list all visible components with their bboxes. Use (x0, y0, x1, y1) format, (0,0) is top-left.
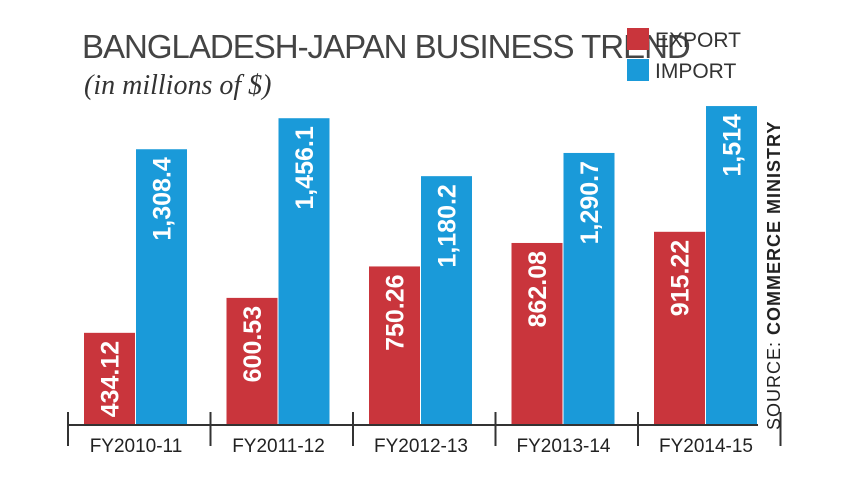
source-note: SOURCE: COMMERCE MINISTRY (764, 121, 784, 430)
bar-import-fy2011-12 (278, 118, 330, 425)
data-label-import-fy2012-13: 1,180.2 (434, 184, 462, 267)
data-label-import-fy2011-12: 1,456.1 (291, 126, 319, 210)
bar-export-fy2013-14 (511, 242, 563, 424)
data-label-export-fy2012-13: 750.26 (382, 274, 410, 350)
bar-export-fy2011-12 (226, 297, 278, 424)
chart-subtitle: (in millions of $) (84, 70, 271, 101)
x-axis: FY2010-11 FY2011-12 FY2012-13 FY2013-14 FY20… (67, 412, 782, 457)
legend-swatch-import (627, 59, 649, 81)
x-tick-label: FY2010-11 (90, 436, 183, 457)
bar-import-fy2013-14 (563, 152, 615, 424)
data-label-export-fy2014-15: 915.22 (667, 240, 695, 316)
bar-export-fy2014-15 (654, 231, 705, 424)
legend-label-export: EXPORT (655, 29, 741, 52)
bar-import-fy2012-13 (421, 176, 472, 424)
bar-export-fy2010-11 (84, 332, 135, 424)
data-label-export-fy2011-12: 600.53 (239, 306, 267, 382)
legend-swatch-export (627, 28, 649, 50)
x-tick-label: FY2011-12 (232, 436, 325, 457)
data-label-import-fy2013-14: 1,290.7 (576, 161, 604, 244)
bars-group: 434.12 1,308.4 600.53 1,456.1 750.26 1,180.2 8… (84, 106, 757, 425)
bar-export-fy2012-13 (369, 266, 420, 424)
source-prefix: SOURCE: (764, 335, 784, 430)
source-name: COMMERCE MINISTRY (764, 121, 784, 335)
data-label-export-fy2013-14: 862.08 (524, 251, 552, 328)
chart-title: BANGLADESH-JAPAN BUSINESS TREND (82, 28, 690, 65)
x-tick-label: FY2012-13 (374, 436, 468, 457)
data-label-import-fy2010-11: 1,308.4 (149, 157, 177, 241)
data-label-export-fy2010-11: 434.12 (97, 341, 125, 417)
x-tick-label: FY2014-15 (659, 436, 753, 457)
legend-label-import: IMPORT (655, 60, 736, 83)
legend: EXPORT IMPORT (627, 28, 741, 83)
data-label-import-fy2014-15: 1,514 (719, 114, 747, 177)
bar-import-fy2014-15 (706, 106, 757, 424)
x-tick-label: FY2013-14 (516, 436, 610, 457)
bar-import-fy2010-11 (136, 149, 187, 424)
